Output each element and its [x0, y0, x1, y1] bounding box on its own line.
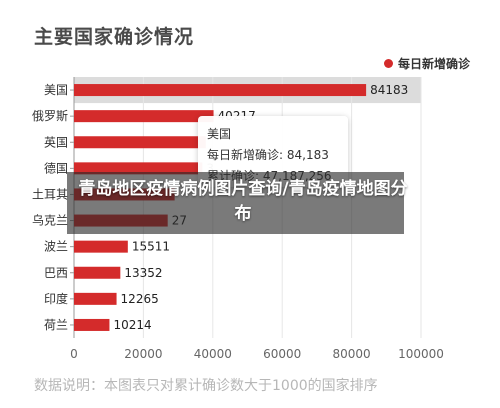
value-label: 84183: [370, 83, 408, 97]
category-label: 乌克兰: [32, 213, 68, 228]
page-title: 主要国家确诊情况: [34, 26, 195, 48]
category-label: 德国: [44, 160, 68, 175]
bar: [74, 110, 214, 123]
bar: [74, 318, 110, 331]
category-label: 英国: [44, 135, 68, 149]
overlay-title: 青岛地区疫情病例图片查询/青岛疫情地图分布: [78, 179, 408, 224]
bar: [74, 240, 128, 253]
bar: [74, 136, 206, 149]
category-label: 美国: [44, 83, 68, 97]
x-tick-label: 40000: [194, 347, 232, 361]
category-label: 波兰: [44, 240, 68, 254]
x-tick-label: 0: [70, 347, 78, 361]
footer-note: 数据说明：本图表只对累计确诊数大于1000的国家排序: [34, 378, 378, 394]
category-label: 土耳其: [32, 187, 68, 201]
x-tick-label: 80000: [333, 347, 371, 361]
legend-marker: [383, 59, 393, 68]
value-label: 13352: [124, 266, 162, 280]
bar: [74, 266, 121, 279]
title-overlay: [67, 172, 404, 234]
x-tick-label: 100000: [398, 347, 444, 361]
bar: [74, 292, 117, 305]
category-label: 巴西: [44, 266, 68, 280]
category-label: 荷兰: [44, 318, 68, 332]
category-label: 俄罗斯: [32, 109, 68, 123]
x-tick-label: 60000: [263, 347, 301, 361]
chart-legend[interactable]: 每日新增确诊: [383, 55, 470, 72]
tooltip-daily: 每日新增确诊: 84,183: [207, 148, 329, 162]
legend-label: 每日新增确诊: [397, 57, 470, 71]
bar: [74, 162, 203, 175]
x-tick-label: 20000: [124, 347, 162, 361]
tooltip-country: 美国: [207, 127, 232, 141]
value-label: 10214: [113, 318, 151, 332]
category-label: 印度: [44, 291, 68, 306]
value-label: 12265: [121, 292, 159, 306]
value-label: 15511: [132, 240, 170, 254]
bar: [74, 84, 367, 97]
